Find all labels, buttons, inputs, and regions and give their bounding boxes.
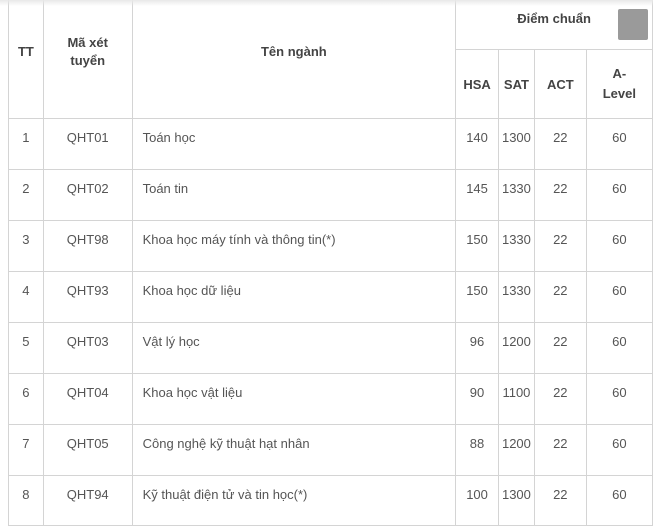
cell-tt: 3 bbox=[8, 220, 44, 272]
cell-sat: 1300 bbox=[497, 475, 535, 526]
cell-alevel: 60 bbox=[585, 169, 653, 221]
cell-act: 22 bbox=[533, 322, 587, 374]
cell-alevel: 60 bbox=[585, 373, 653, 425]
cell-hsa: 140 bbox=[455, 118, 499, 170]
cell-name: Công nghệ kỹ thuật hạt nhân bbox=[131, 424, 457, 476]
header-hsa: HSA bbox=[455, 49, 499, 119]
cell-code: QHT01 bbox=[42, 118, 133, 170]
cell-tt: 5 bbox=[8, 322, 44, 374]
cell-hsa: 100 bbox=[455, 475, 499, 526]
cell-name: Kỹ thuật điện tử và tin học(*) bbox=[131, 475, 457, 526]
cell-code: QHT98 bbox=[42, 220, 133, 272]
cell-tt: 4 bbox=[8, 271, 44, 323]
header-name: Tên ngành bbox=[131, 0, 457, 119]
cell-hsa: 145 bbox=[455, 169, 499, 221]
cell-hsa: 96 bbox=[455, 322, 499, 374]
table-row: 5 QHT03 Vật lý học 96 1200 22 60 bbox=[8, 322, 653, 374]
cell-name: Khoa học dữ liệu bbox=[131, 271, 457, 323]
cell-tt: 1 bbox=[8, 118, 44, 170]
cell-tt: 8 bbox=[8, 475, 44, 526]
cell-sat: 1330 bbox=[497, 220, 535, 272]
table-row: 4 QHT93 Khoa học dữ liệu 150 1330 22 60 bbox=[8, 271, 653, 323]
cell-act: 22 bbox=[533, 271, 587, 323]
cell-alevel: 60 bbox=[585, 322, 653, 374]
cell-alevel: 60 bbox=[585, 424, 653, 476]
admission-score-table: TT Mã xét tuyển Tên ngành Điểm chuẩn HSA… bbox=[8, 0, 653, 526]
cell-tt: 6 bbox=[8, 373, 44, 425]
cell-code: QHT04 bbox=[42, 373, 133, 425]
scroll-button[interactable] bbox=[618, 9, 648, 40]
cell-alevel: 60 bbox=[585, 271, 653, 323]
table-row: 3 QHT98 Khoa học máy tính và thông tin(*) 1… bbox=[8, 220, 653, 272]
header-alevel: A-Level bbox=[585, 49, 653, 119]
cell-sat: 1300 bbox=[497, 118, 535, 170]
cell-act: 22 bbox=[533, 475, 587, 526]
table-row: 7 QHT05 Công nghệ kỹ thuật hạt nhân 88 1200 2… bbox=[8, 424, 653, 476]
cell-act: 22 bbox=[533, 220, 587, 272]
cell-name: Khoa học máy tính và thông tin(*) bbox=[131, 220, 457, 272]
cell-code: QHT02 bbox=[42, 169, 133, 221]
cell-sat: 1330 bbox=[497, 271, 535, 323]
cell-code: QHT94 bbox=[42, 475, 133, 526]
cell-hsa: 150 bbox=[455, 220, 499, 272]
cell-sat: 1100 bbox=[497, 373, 535, 425]
cell-sat: 1330 bbox=[497, 169, 535, 221]
table-row: 2 QHT02 Toán tin 145 1330 22 60 bbox=[8, 169, 653, 221]
cell-hsa: 150 bbox=[455, 271, 499, 323]
cell-act: 22 bbox=[533, 118, 587, 170]
cell-code: QHT03 bbox=[42, 322, 133, 374]
table-row: 1 QHT01 Toán học 140 1300 22 60 bbox=[8, 118, 653, 170]
cell-code: QHT93 bbox=[42, 271, 133, 323]
header-code: Mã xét tuyển bbox=[42, 0, 133, 119]
cell-code: QHT05 bbox=[42, 424, 133, 476]
cell-name: Khoa học vật liệu bbox=[131, 373, 457, 425]
cell-alevel: 60 bbox=[585, 220, 653, 272]
header-act: ACT bbox=[533, 49, 587, 119]
cell-hsa: 90 bbox=[455, 373, 499, 425]
table-row: 8 QHT94 Kỹ thuật điện tử và tin học(*) 100 1… bbox=[8, 475, 653, 526]
cell-sat: 1200 bbox=[497, 322, 535, 374]
top-shadow bbox=[0, 0, 653, 6]
cell-hsa: 88 bbox=[455, 424, 499, 476]
header-sat: SAT bbox=[497, 49, 535, 119]
cell-sat: 1200 bbox=[497, 424, 535, 476]
cell-name: Vật lý học bbox=[131, 322, 457, 374]
cell-name: Toán tin bbox=[131, 169, 457, 221]
cell-alevel: 60 bbox=[585, 475, 653, 526]
cell-act: 22 bbox=[533, 424, 587, 476]
cell-name: Toán học bbox=[131, 118, 457, 170]
cell-tt: 2 bbox=[8, 169, 44, 221]
cell-alevel: 60 bbox=[585, 118, 653, 170]
cell-act: 22 bbox=[533, 169, 587, 221]
cell-tt: 7 bbox=[8, 424, 44, 476]
header-tt: TT bbox=[8, 0, 44, 119]
cell-act: 22 bbox=[533, 373, 587, 425]
table-row: 6 QHT04 Khoa học vật liệu 90 1100 22 60 bbox=[8, 373, 653, 425]
